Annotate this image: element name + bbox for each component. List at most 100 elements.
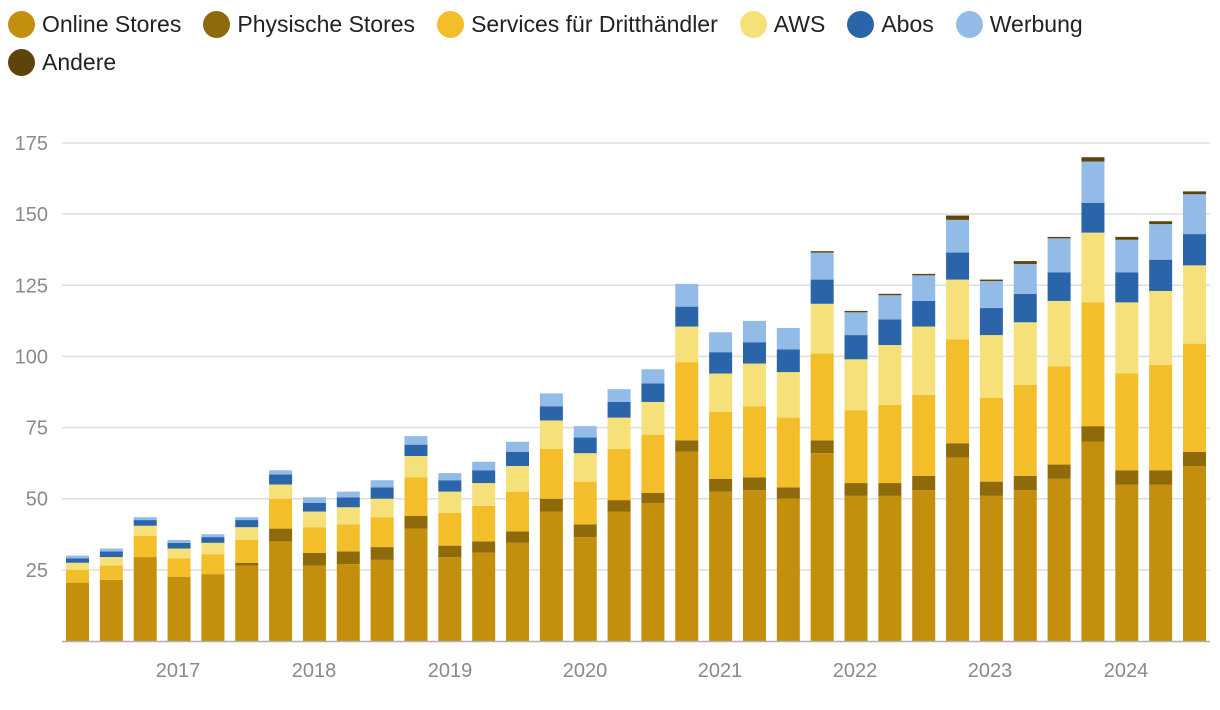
bar-segment [201, 534, 225, 538]
bar-stack [1081, 157, 1105, 641]
bar-segment [573, 537, 597, 641]
bar-segment [438, 473, 462, 481]
bar-segment [99, 548, 123, 552]
bar-segment [472, 483, 496, 506]
bar-segment [235, 517, 259, 521]
bar-segment [641, 383, 665, 402]
bar-segment [167, 558, 191, 577]
bar-segment [235, 520, 259, 528]
y-tick-label: 125 [15, 275, 48, 297]
legend-swatch [8, 10, 35, 38]
chart-legend: Online Stores Physische Stores Services fü… [8, 10, 1208, 76]
bar-segment [506, 531, 530, 543]
bar-segment [742, 477, 766, 491]
bar-segment [269, 528, 293, 542]
bar-segment [1013, 293, 1037, 323]
bar-segment [1047, 238, 1071, 273]
bar-segment [269, 474, 293, 485]
x-tick-label: 2024 [1104, 660, 1149, 682]
bar-segment [1115, 302, 1139, 374]
bar-stack [235, 517, 259, 641]
legend-label: Physische Stores [237, 10, 416, 37]
legend-label: Werbung [989, 10, 1083, 37]
legend-label: Services für Dritthändler [471, 10, 718, 37]
bar-stack [844, 310, 868, 641]
bar-segment [1183, 451, 1206, 466]
bar-stack [912, 273, 936, 641]
bar-segment [1013, 384, 1037, 476]
bar-segment [776, 417, 800, 488]
bar-segment [912, 394, 936, 476]
bar-segment [675, 306, 699, 327]
bars [66, 157, 1206, 641]
bar-segment [979, 335, 1003, 398]
bar-stack [1047, 236, 1071, 641]
bar-segment [167, 539, 191, 543]
bar-segment [302, 502, 326, 512]
bar-segment [201, 537, 225, 543]
bar-segment [912, 300, 936, 327]
bar-stack [946, 215, 970, 641]
bar-segment [336, 497, 360, 508]
bar-segment [1047, 272, 1071, 301]
bar-segment [810, 303, 834, 354]
bar-segment [539, 420, 563, 449]
bar-segment [1013, 322, 1037, 385]
bar-segment [573, 524, 597, 538]
bar-segment [269, 470, 293, 475]
bar-segment [472, 541, 496, 553]
bar-segment [133, 557, 157, 641]
bar-segment [336, 551, 360, 565]
bar-segment [370, 517, 394, 548]
bar-segment [979, 481, 1003, 496]
bar-segment [370, 559, 394, 641]
bar-segment [506, 441, 530, 452]
legend-label: Online Stores [42, 10, 182, 37]
bar-segment [1115, 470, 1139, 485]
y-tick-label: 75 [26, 418, 48, 440]
bar-stack [1149, 221, 1173, 641]
bar-segment [573, 437, 597, 454]
bar-segment [607, 417, 631, 449]
bar-stack [675, 283, 699, 641]
bar-segment [1081, 232, 1105, 303]
bar-segment [1047, 236, 1071, 239]
bar-segment [675, 283, 699, 307]
bar-segment [709, 332, 733, 353]
bar-segment [1149, 259, 1173, 291]
bar-segment [302, 565, 326, 641]
x-tick-label: 2020 [563, 660, 608, 682]
bar-segment [844, 410, 868, 484]
bar-segment [1047, 464, 1071, 479]
legend-swatch [739, 10, 767, 38]
x-tick-label: 2022 [833, 660, 878, 682]
bar-segment [878, 319, 902, 346]
legend-swatch [437, 10, 465, 38]
bar-stack [810, 251, 834, 641]
bar-segment [1149, 224, 1173, 260]
bar-segment [302, 527, 326, 553]
bar-segment [742, 320, 766, 343]
gridlines [62, 142, 1210, 571]
bar-segment [1115, 272, 1139, 303]
bar-segment [912, 475, 936, 491]
bar-segment [438, 557, 462, 641]
legend-swatch [8, 48, 35, 76]
bar-segment [539, 498, 563, 512]
bar-stack [66, 555, 89, 641]
bar-segment [506, 451, 530, 466]
bar-segment [912, 490, 936, 641]
bar-stack [133, 517, 157, 641]
bar-segment [878, 404, 902, 484]
bar-stack [201, 534, 225, 641]
bar-segment [167, 548, 191, 559]
bar-segment [878, 295, 902, 320]
bar-segment [1183, 465, 1206, 641]
legend-swatch [203, 10, 231, 38]
bar-segment [472, 461, 496, 471]
bar-segment [810, 251, 834, 253]
bar-segment [404, 528, 428, 641]
bar-segment [99, 579, 123, 641]
bar-segment [946, 279, 970, 340]
bar-stack [472, 461, 496, 641]
